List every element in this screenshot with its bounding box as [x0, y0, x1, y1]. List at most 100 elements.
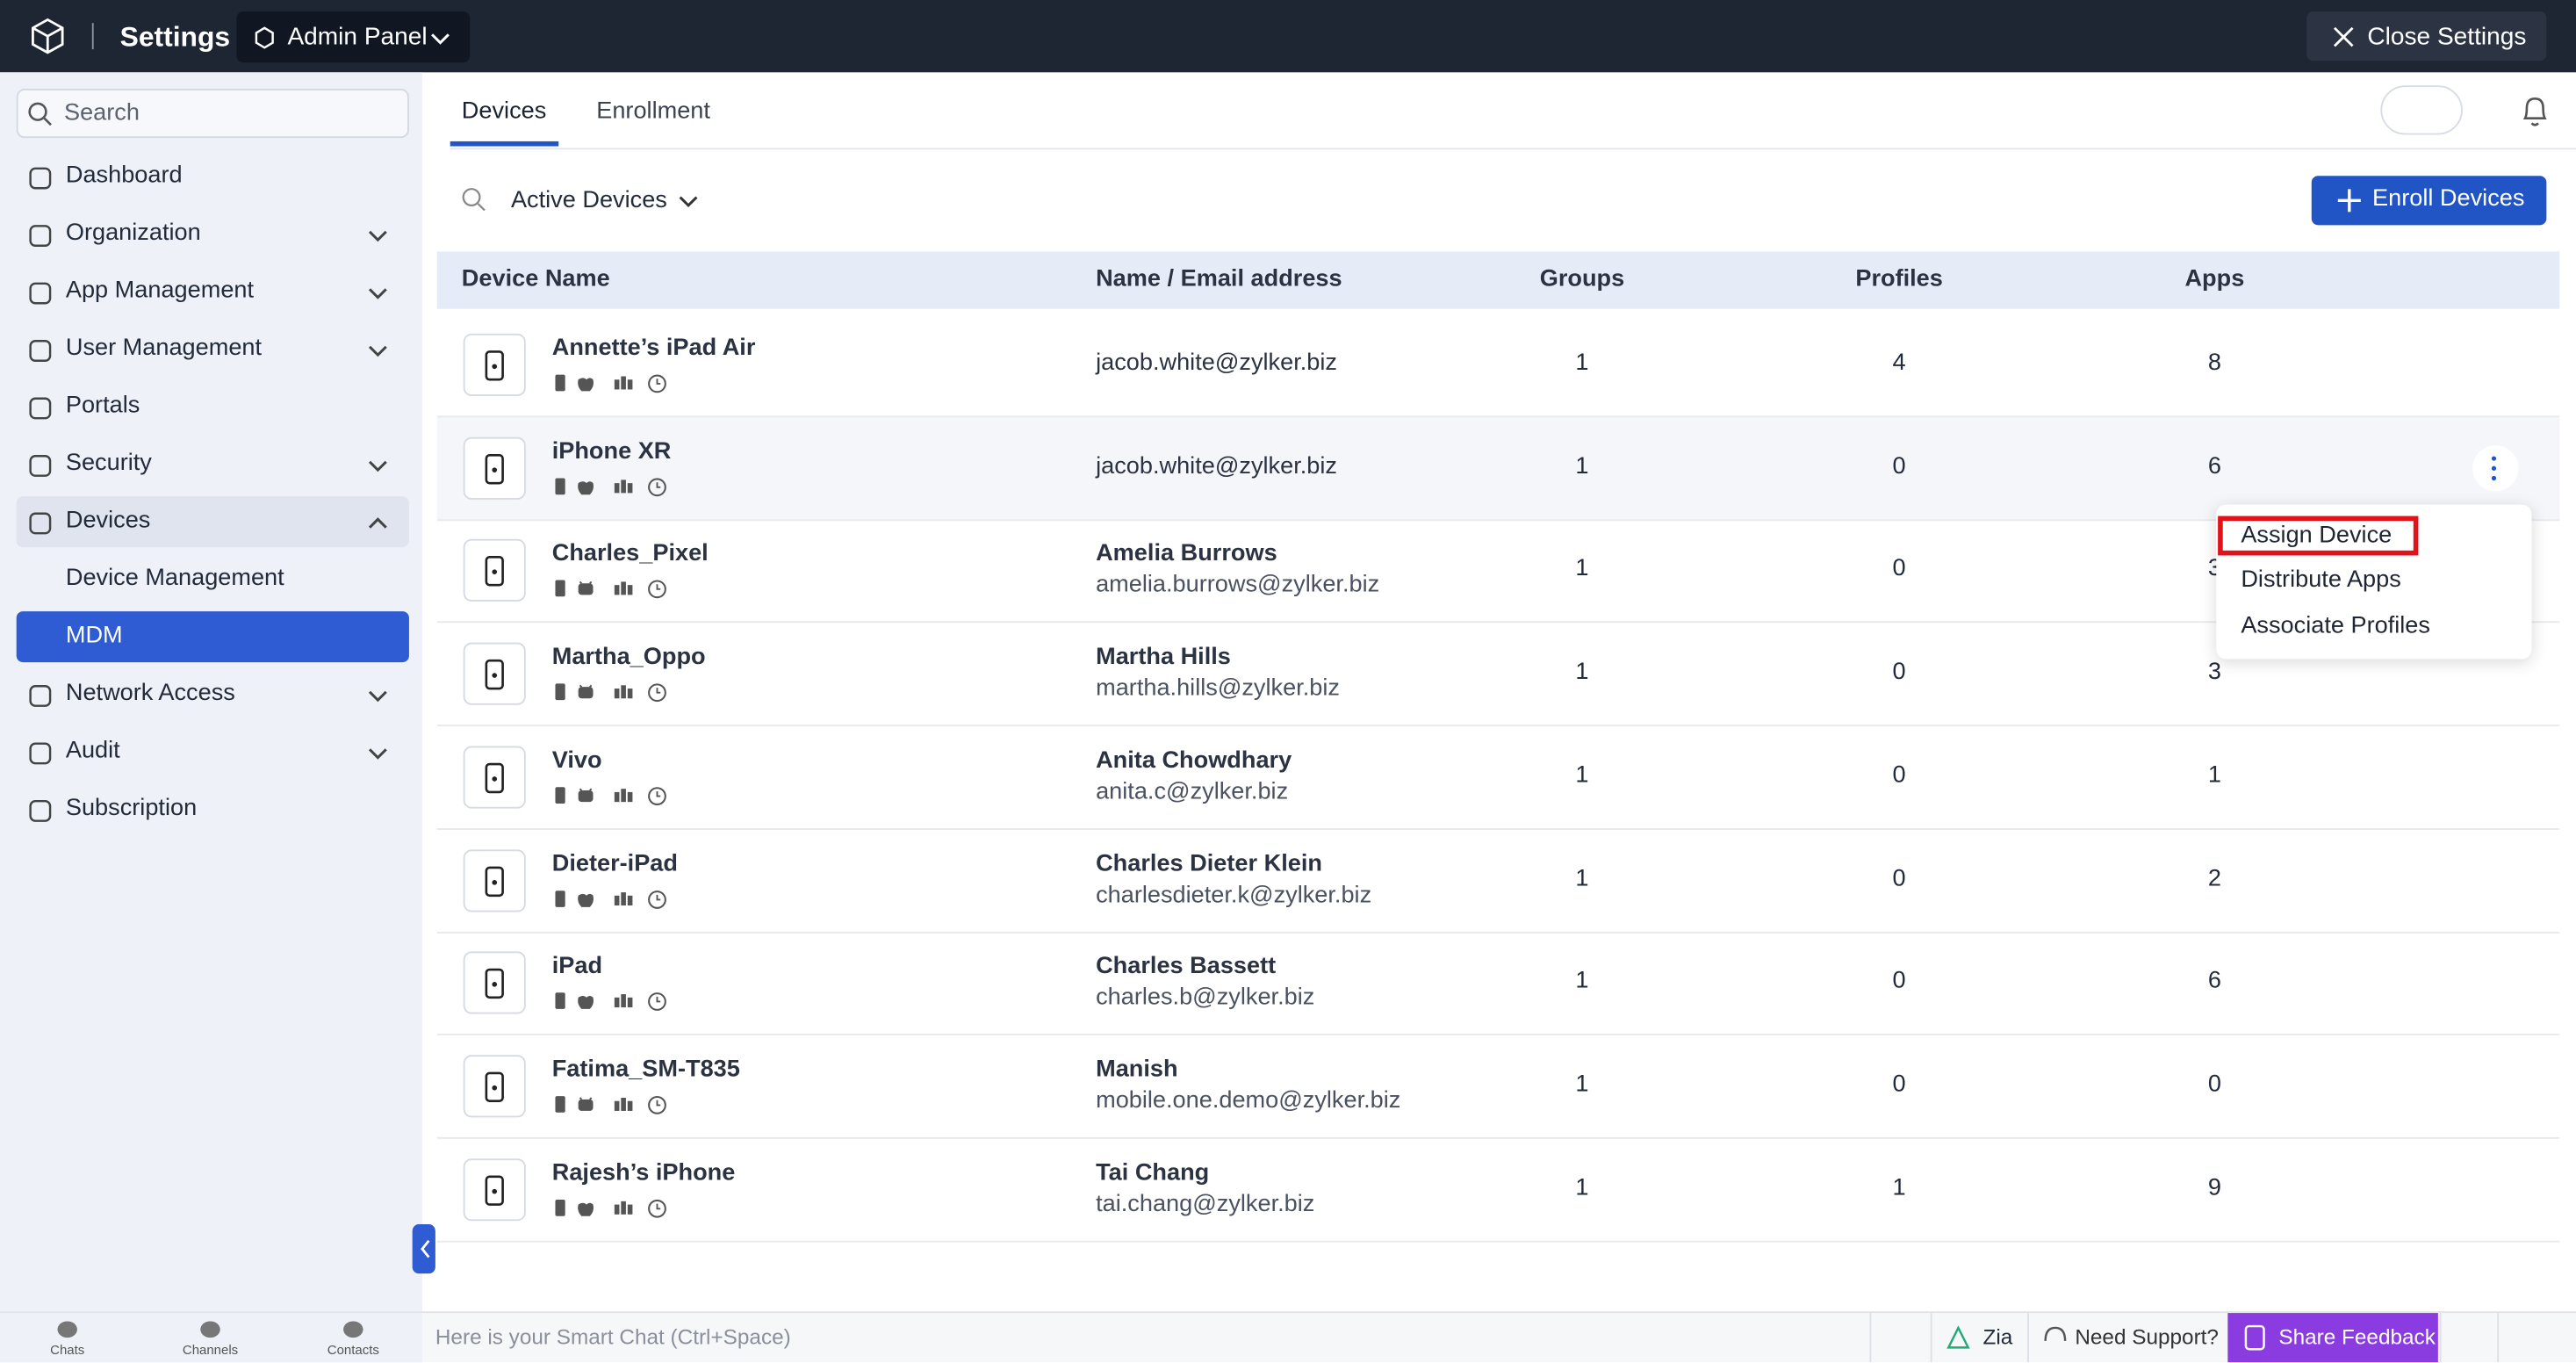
divider: [91, 23, 94, 50]
nav-item[interactable]: Dashboard: [65, 162, 183, 190]
tab[interactable]: Devices: [461, 98, 547, 126]
device-name[interactable]: Charles_Pixel: [551, 541, 709, 568]
user-email: tai.chang@zylker.biz: [1096, 1190, 1315, 1217]
nav-icon: [29, 685, 52, 707]
cell-apps: 2: [2207, 865, 2221, 892]
menu-item[interactable]: Assign Device: [2241, 523, 2393, 549]
status-icons: [555, 992, 666, 1012]
cell-apps: 9: [2207, 1174, 2221, 1201]
filter-label[interactable]: Active Devices: [510, 187, 667, 214]
smart-chat[interactable]: Here is your Smart Chat (Ctrl+Space): [435, 1324, 791, 1350]
cell-apps: 6: [2207, 452, 2221, 480]
nav-subitem[interactable]: Device Management: [65, 565, 284, 592]
user-name: Amelia Burrows: [1096, 541, 1277, 568]
bottom-tab[interactable]: Chats: [50, 1342, 85, 1358]
user-name: Charles Bassett: [1096, 953, 1277, 980]
device-icon: [463, 746, 526, 809]
support-icon: [2044, 1326, 2067, 1341]
cell-apps: 1: [2207, 761, 2221, 789]
nav-icon: [29, 340, 52, 362]
nav-subitem[interactable]: MDM: [65, 623, 123, 650]
chevron: [368, 748, 387, 760]
column-header: Profiles: [1855, 266, 1943, 293]
kebab: [2491, 455, 2497, 480]
device-glyph: [485, 1071, 504, 1102]
chevron: [679, 196, 698, 208]
nav-item[interactable]: Subscription: [65, 795, 198, 822]
bell[interactable]: [2519, 94, 2551, 130]
feedback-icon: [2244, 1324, 2265, 1351]
nav-item[interactable]: Security: [65, 450, 152, 477]
nav-item[interactable]: Devices: [65, 508, 151, 535]
bottom-tab[interactable]: Channels: [182, 1342, 239, 1358]
search-icon: [28, 102, 52, 126]
status-toggle[interactable]: [2380, 85, 2463, 135]
device-name[interactable]: Rajesh’s iPhone: [551, 1159, 736, 1186]
cell-profiles: 1: [1892, 1174, 1906, 1201]
device-name[interactable]: Fatima_SM-T835: [551, 1056, 740, 1083]
nav-icon: [29, 512, 52, 535]
row-divider: [436, 1239, 2560, 1242]
device-name[interactable]: Martha_Oppo: [551, 644, 706, 671]
zia[interactable]: Zia: [1982, 1324, 2013, 1350]
bottom-tab-icon: [57, 1321, 77, 1338]
nav-item[interactable]: Organization: [65, 220, 201, 247]
bottom-tab-icon: [343, 1321, 363, 1338]
tab[interactable]: Enrollment: [596, 98, 710, 126]
bar-sep: [2027, 1313, 2029, 1363]
menu-item[interactable]: Distribute Apps: [2241, 567, 2401, 595]
panel-button[interactable]: [236, 11, 471, 63]
row-divider: [436, 1034, 2560, 1036]
panel-label: Admin Panel: [287, 23, 428, 52]
app-title: Settings: [119, 21, 231, 53]
menu-item[interactable]: Associate Profiles: [2241, 612, 2430, 639]
feedback[interactable]: Share Feedback: [2278, 1324, 2436, 1350]
status-icons: [555, 683, 666, 703]
context-menu: [2216, 504, 2532, 660]
zia-icon: [1946, 1325, 1970, 1349]
chevron: [368, 690, 387, 703]
search-box[interactable]: [16, 89, 409, 139]
cell-apps: 6: [2207, 968, 2221, 995]
device-glyph: [485, 453, 504, 484]
column-header: Apps: [2184, 266, 2245, 293]
status-icons: [555, 581, 666, 599]
cell-groups: 1: [1575, 761, 1589, 789]
support[interactable]: Need Support?: [2075, 1324, 2219, 1350]
row-divider: [436, 415, 2560, 418]
close-button[interactable]: [2306, 11, 2547, 61]
cell-profiles: 0: [1892, 556, 1906, 583]
device-name[interactable]: Vivo: [551, 747, 602, 774]
nav-icon: [29, 167, 52, 190]
bar-sep: [1869, 1313, 1872, 1363]
nav-item[interactable]: Portals: [65, 393, 140, 420]
collapse-handle[interactable]: [412, 1224, 435, 1274]
nav-item[interactable]: App Management: [65, 278, 255, 305]
cell-profiles: 0: [1892, 452, 1906, 480]
filter-search: [462, 188, 486, 212]
bar-sep: [1930, 1313, 1932, 1363]
status-icons: [555, 477, 666, 496]
cell-apps: 3: [2207, 659, 2221, 686]
device-name[interactable]: iPhone XR: [551, 438, 672, 465]
cell-profiles: 0: [1892, 968, 1906, 995]
column-header: Device Name: [461, 266, 610, 293]
status-icons: [555, 1095, 666, 1114]
nav-item[interactable]: Audit: [65, 738, 120, 765]
nav-item[interactable]: User Management: [65, 335, 263, 362]
status-icons: [555, 890, 666, 908]
tab-divider: [450, 148, 2576, 150]
nav-item[interactable]: Network Access: [65, 680, 235, 707]
user-email: amelia.burrows@zylker.biz: [1096, 572, 1380, 599]
sidebar: [0, 72, 422, 1312]
chevron: [368, 345, 387, 357]
device-name[interactable]: iPad: [551, 953, 603, 980]
device-name[interactable]: Dieter-iPad: [551, 850, 678, 877]
user-email: anita.c@zylker.biz: [1096, 778, 1289, 805]
row-divider: [436, 622, 2560, 624]
device-name[interactable]: Annette’s iPad Air: [551, 335, 756, 362]
panel-icon: [255, 26, 274, 49]
user-email: charles.b@zylker.biz: [1096, 984, 1315, 1012]
bottom-tab[interactable]: Contacts: [327, 1342, 379, 1358]
feedback-button[interactable]: [2227, 1313, 2438, 1363]
